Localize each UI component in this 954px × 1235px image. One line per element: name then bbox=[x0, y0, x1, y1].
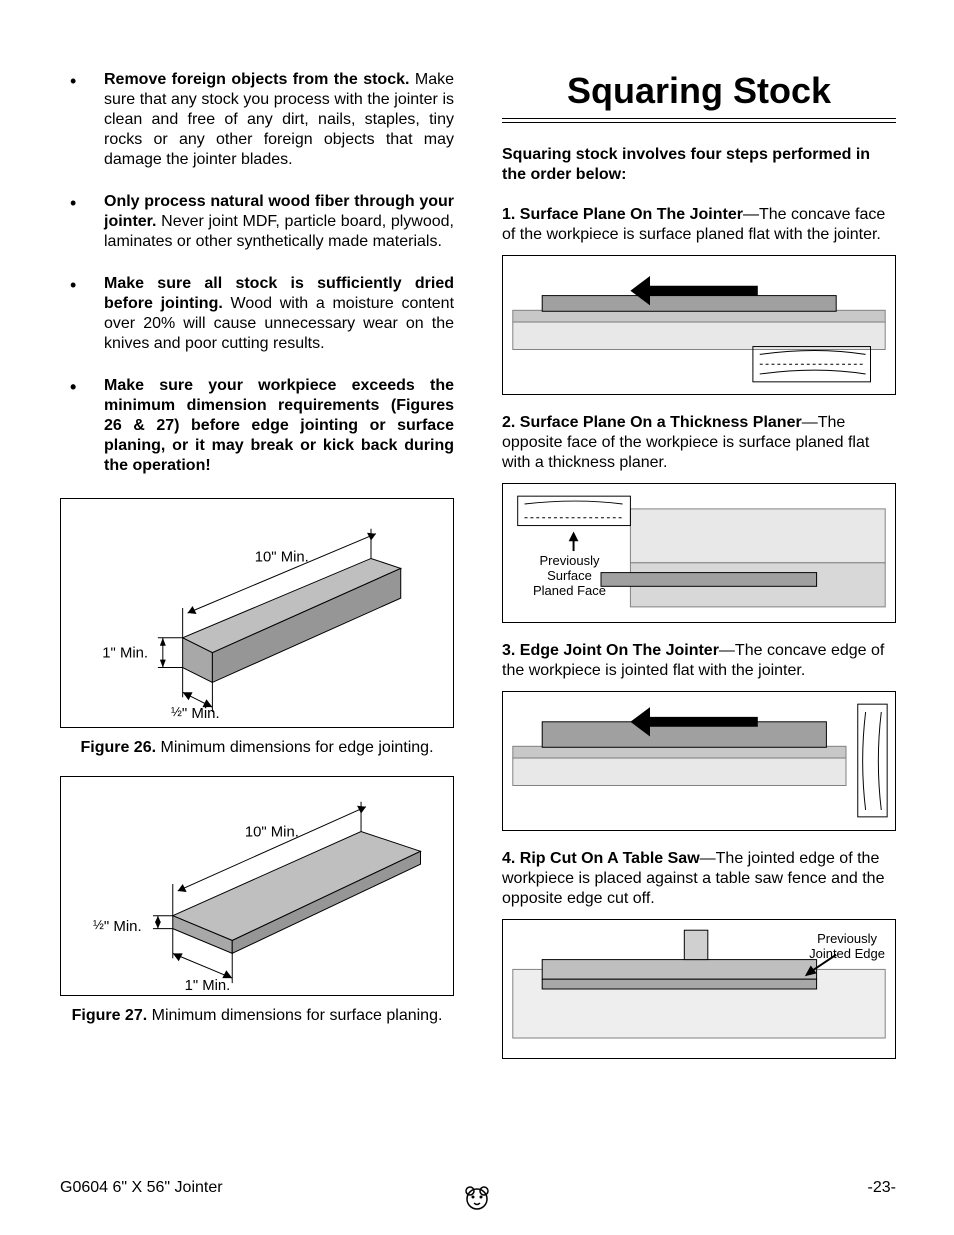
bullet-rest: Never joint MDF, particle board, plywood… bbox=[104, 213, 454, 250]
safety-bullets: Remove foreign objects from the stock. M… bbox=[60, 70, 454, 476]
intro-text: Squaring stock involves four steps perfo… bbox=[502, 145, 896, 185]
fig26-len: 10" Min. bbox=[255, 549, 309, 565]
figure-26-svg: 10" Min. 1" Min. bbox=[61, 499, 453, 727]
step-2-image: Previously Surface Planed Face bbox=[502, 483, 896, 623]
bullet-remove-foreign: Remove foreign objects from the stock. M… bbox=[60, 70, 454, 170]
figure-26-caption: Figure 26. Minimum dimensions for edge j… bbox=[60, 738, 454, 758]
bullet-natural-wood: Only process natural wood fiber through … bbox=[60, 192, 454, 252]
step-3: 3. Edge Joint On The Jointer—The concave… bbox=[502, 641, 896, 681]
bullet-min-dimensions: Make sure your workpiece exceeds the min… bbox=[60, 376, 454, 476]
bullet-bold: Make sure your workpiece exceeds the min… bbox=[104, 377, 454, 474]
figure-27-svg: 10" Min. 1" Min. bbox=[61, 777, 453, 995]
step-3-image bbox=[502, 691, 896, 831]
footer-left: G0604 6" X 56" Jointer bbox=[60, 1179, 223, 1197]
fig27-w: 1" Min. bbox=[185, 978, 231, 994]
bullet-bold: Remove foreign objects from the stock. bbox=[104, 71, 409, 88]
fig26-w: ½" Min. bbox=[171, 704, 220, 722]
right-column: Squaring Stock Squaring stock involves f… bbox=[502, 70, 896, 1077]
title-rule bbox=[502, 118, 896, 123]
step-2: 2. Surface Plane On a Thickness Planer—T… bbox=[502, 413, 896, 473]
step4-label: Previously Jointed Edge bbox=[809, 932, 885, 962]
fig27-h: ½" Min. bbox=[93, 917, 142, 935]
figure-27-box: 10" Min. 1" Min. ½" Min. bbox=[60, 776, 454, 996]
step-4-image: Previously Jointed Edge bbox=[502, 919, 896, 1059]
section-title: Squaring Stock bbox=[502, 70, 896, 112]
left-column: Remove foreign objects from the stock. M… bbox=[60, 70, 454, 1077]
figure-26-box: 10" Min. 1" Min. ½" Min. bbox=[60, 498, 454, 728]
fig27-len: 10" Min. bbox=[245, 824, 299, 840]
fig26-h: 1" Min. bbox=[102, 646, 148, 662]
bullet-dried-stock: Make sure all stock is sufficiently drie… bbox=[60, 274, 454, 354]
figure-27-caption: Figure 27. Minimum dimensions for surfac… bbox=[60, 1006, 454, 1026]
footer-right: -23- bbox=[868, 1179, 896, 1197]
step-4: 4. Rip Cut On A Table Saw—The jointed ed… bbox=[502, 849, 896, 909]
step2-label: Previously Surface Planed Face bbox=[533, 554, 606, 599]
two-column-layout: Remove foreign objects from the stock. M… bbox=[60, 70, 896, 1077]
step-1-image bbox=[502, 255, 896, 395]
step-1: 1. Surface Plane On The Jointer—The conc… bbox=[502, 205, 896, 245]
logo-icon bbox=[462, 1183, 492, 1213]
